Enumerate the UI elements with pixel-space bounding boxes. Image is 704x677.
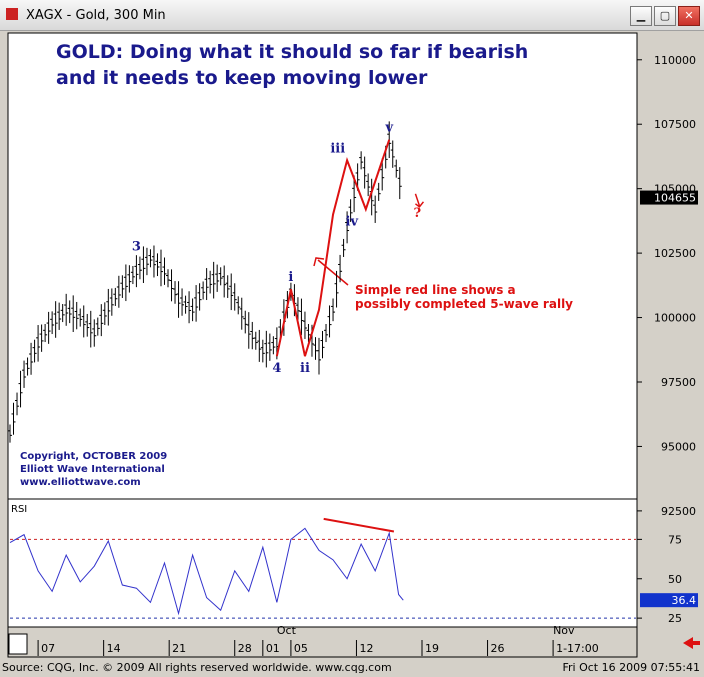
close-button[interactable]: ✕ [678, 6, 700, 26]
down-arrow-line [414, 193, 421, 207]
headline-line2: and it needs to keep moving lower [56, 67, 428, 89]
x-tick-label: 12 [359, 642, 373, 655]
x-tick-label: 05 [294, 642, 308, 655]
wave-label-4: 4 [272, 361, 281, 376]
wave-label-ii: ii [300, 361, 310, 376]
x-tick-label: 07 [41, 642, 55, 655]
rsi-line [9, 527, 404, 616]
footer-timestamp: Fri Oct 16 2009 07:55:41 [562, 661, 700, 674]
price-bars-layer [8, 121, 402, 443]
annotation-arrow-line [317, 259, 349, 286]
footer-source: Source: CQG, Inc. © 2009 All rights rese… [2, 661, 392, 674]
x-tick-label: 1-17:00 [556, 642, 599, 655]
wave-label-iii: iii [330, 141, 345, 156]
x-tick-label: 26 [491, 642, 505, 655]
x-month-label: Oct [277, 624, 297, 637]
wave-label-v: v [384, 121, 393, 136]
close-icon: ✕ [684, 9, 694, 22]
minimize-button[interactable]: ▁ [630, 6, 652, 26]
price-tick-label: 95000 [661, 440, 696, 453]
price-panel [7, 32, 638, 500]
x-tick-label: 01 [266, 642, 280, 655]
headline-line1: GOLD: Doing what it should so far if bea… [56, 41, 528, 63]
price-axis-layer: 1100001075001050001025001000009750095000… [637, 54, 698, 518]
wave-label-iv: iv [346, 214, 359, 229]
x-tick-label: 19 [425, 642, 439, 655]
wave-label-question: ? [414, 206, 422, 221]
wave-label-i: i [288, 270, 293, 285]
rsi-tick-label: 50 [668, 573, 682, 586]
x-axis-layer: 07 14 21 28 01 05 12 19 26 1-17:00 [37, 640, 599, 656]
maximize-icon: ▢ [659, 9, 671, 22]
x-tick-label: 21 [172, 642, 186, 655]
x-month-label: Nov [553, 624, 575, 637]
price-tick-label: 110000 [654, 54, 696, 67]
copyright-line1: Copyright, OCTOBER 2009 [20, 451, 167, 462]
annotation-arrow-head-icon [313, 257, 325, 267]
window-title: XAGX - Gold, 300 Min [26, 8, 166, 23]
annotation-line2: possibly completed 5-wave rally [355, 297, 573, 311]
rsi-divergence-line [323, 517, 395, 533]
price-tick-label: 92500 [661, 505, 696, 518]
wave-label-3: 3 [132, 239, 141, 254]
wave-count-line [275, 139, 391, 357]
price-tick-label: 107500 [654, 118, 696, 131]
copyright-line3: www.elliottwave.com [20, 477, 141, 488]
x-axis-strip [7, 626, 638, 658]
title-bar: XAGX - Gold, 300 Min ▁ ▢ ✕ [0, 0, 704, 31]
rsi-panel [7, 498, 638, 628]
scroll-right-arrow-icon[interactable] [683, 637, 700, 649]
x-tick-label: 28 [238, 642, 252, 655]
rsi-label: RSI [11, 504, 27, 515]
price-tick-label: 102500 [654, 247, 696, 260]
rsi-last-badge [640, 593, 698, 608]
down-arrow-head-icon [414, 201, 425, 208]
rsi-tick-label: 25 [668, 612, 682, 625]
scroll-thumb[interactable] [8, 633, 28, 655]
x-tick-label: 14 [107, 642, 121, 655]
copyright-line2: Elliott Wave International [20, 464, 165, 475]
last-price-label: 104655 [654, 192, 696, 205]
last-price-badge [640, 190, 698, 205]
rsi-last-label: 36.4 [672, 594, 697, 607]
price-tick-label: 100000 [654, 312, 696, 325]
maximize-button[interactable]: ▢ [654, 6, 676, 26]
price-tick-label: 97500 [661, 376, 696, 389]
app-icon [6, 8, 18, 20]
rsi-tick-label: 75 [668, 533, 682, 546]
annotation-line1: Simple red line shows a [355, 283, 516, 297]
rsi-layer: 75 50 25 36.4 Oct Nov [9, 517, 698, 637]
minimize-icon: ▁ [636, 9, 646, 22]
